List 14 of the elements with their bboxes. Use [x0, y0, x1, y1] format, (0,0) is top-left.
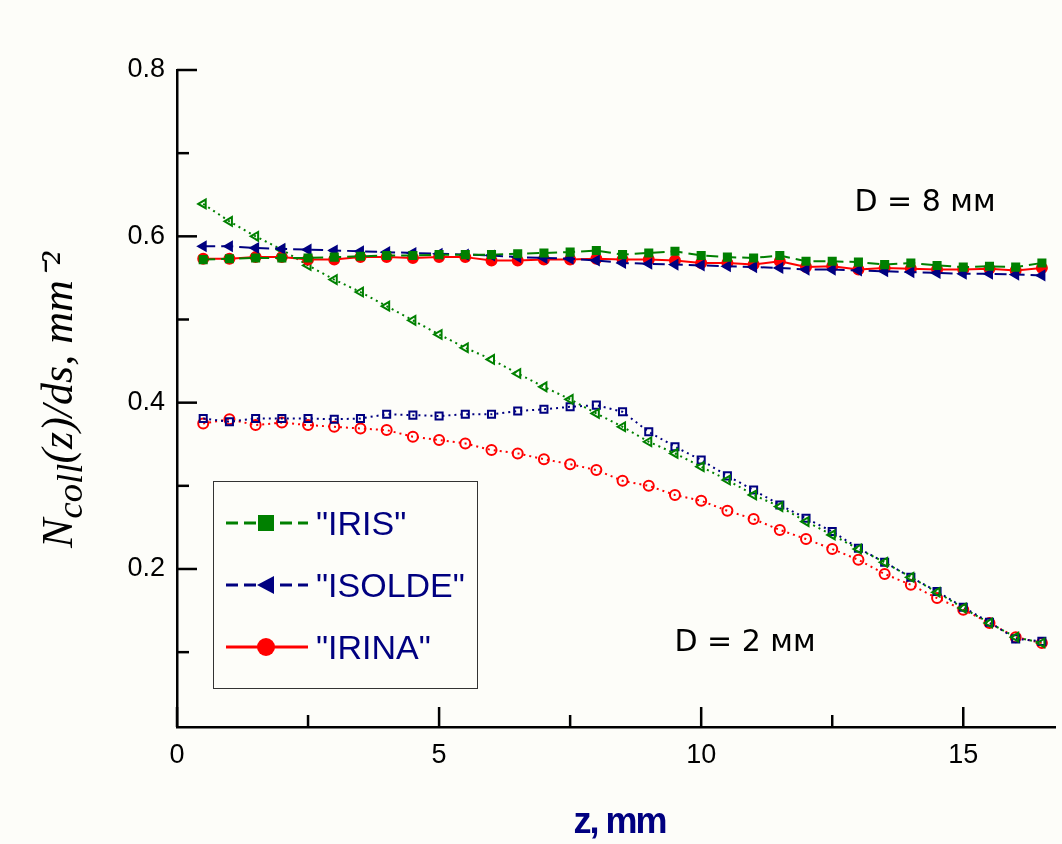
y-tick-label: 0.4 [127, 386, 165, 417]
annotation: D = 2 мм [674, 622, 816, 658]
x-tick-label: 10 [686, 738, 717, 769]
y-tick-label: 0.8 [127, 53, 165, 84]
annotation: D = 8 мм [854, 182, 996, 218]
x-tick-label: 0 [169, 738, 185, 769]
y-tick-label: 0.2 [127, 552, 165, 583]
x-tick-label: 15 [948, 738, 979, 769]
x-tick-label: 5 [431, 738, 447, 769]
legend-label: "IRINA" [316, 627, 431, 667]
legend-label: "IRIS" [316, 503, 407, 543]
legend-label: "ISOLDE" [316, 565, 465, 605]
x-axis-title: z, mm [572, 800, 667, 842]
y-tick-label: 0.6 [127, 219, 165, 250]
